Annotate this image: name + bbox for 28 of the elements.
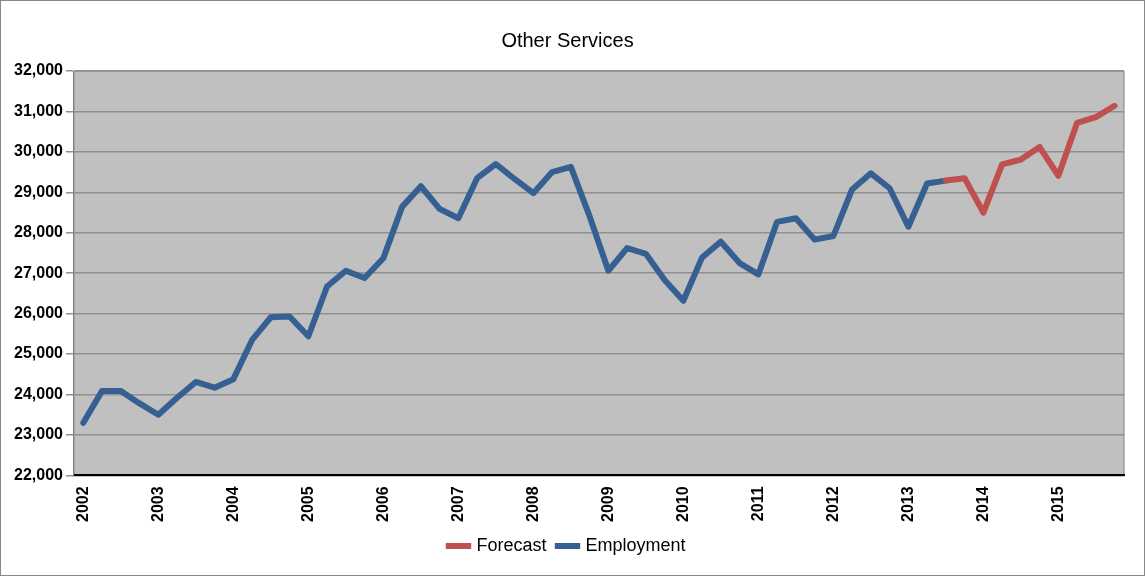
x-tick-label: 2012: [823, 486, 841, 522]
y-tick-label: 28,000: [14, 223, 64, 241]
y-tick-label: 30,000: [14, 142, 64, 160]
x-tick-label: 2014: [973, 486, 991, 522]
x-tick-label: 2010: [673, 486, 691, 522]
legend-label: Forecast: [476, 534, 547, 555]
x-tick-label: 2006: [373, 486, 391, 522]
chart-title: Other Services: [501, 28, 634, 51]
y-tick-label: 24,000: [14, 384, 64, 402]
y-tick-label: 29,000: [14, 182, 64, 200]
x-tick-label: 2007: [448, 486, 466, 522]
y-tick-label: 22,000: [14, 465, 64, 483]
x-tick-label: 2011: [748, 486, 766, 522]
y-tick-label: 26,000: [14, 304, 64, 322]
x-tick-label: 2008: [523, 486, 541, 522]
x-tick-label: 2005: [298, 486, 316, 522]
y-tick-label: 25,000: [14, 344, 64, 362]
x-tick-label: 2013: [898, 486, 916, 522]
y-tick-label: 32,000: [14, 61, 64, 79]
y-tick-label: 23,000: [14, 425, 64, 443]
y-tick-label: 31,000: [14, 101, 64, 119]
x-tick-label: 2003: [148, 486, 166, 522]
legend-label: Employment: [585, 534, 686, 555]
x-tick-label: 2004: [223, 486, 241, 522]
x-tick-label: 2015: [1048, 486, 1066, 522]
x-tick-label: 2009: [598, 486, 616, 522]
y-tick-label: 27,000: [14, 263, 64, 281]
x-tick-label: 2002: [73, 486, 91, 522]
